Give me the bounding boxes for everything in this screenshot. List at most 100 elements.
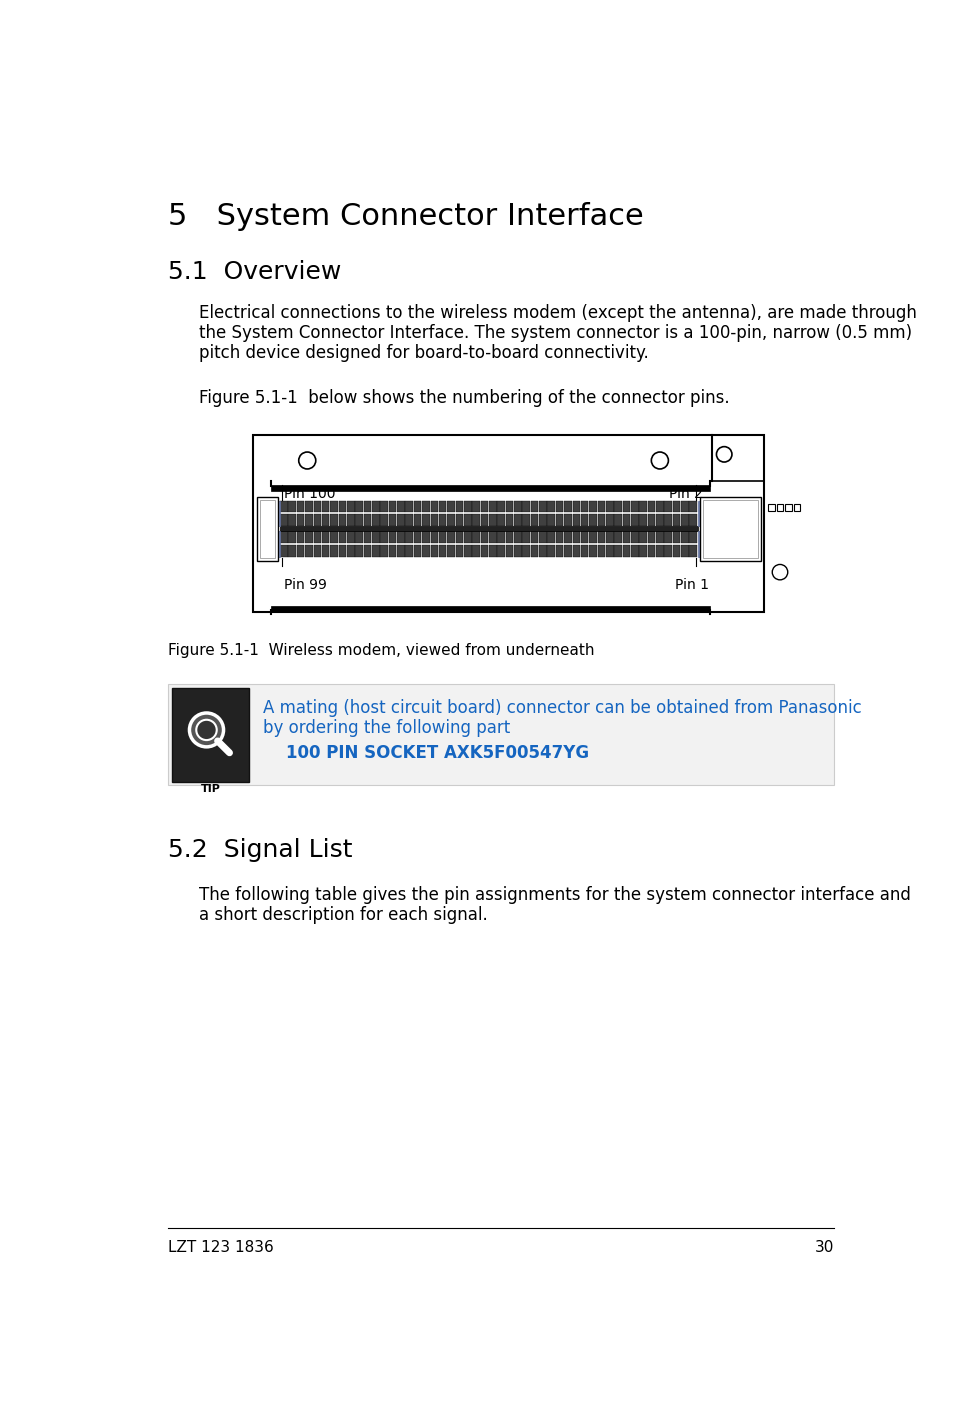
Text: the System Connector Interface. The system connector is a 100-pin, narrow (0.5 m: the System Connector Interface. The syst… [199, 325, 911, 342]
Bar [622, 531, 630, 544]
Bar [380, 500, 388, 513]
Bar [488, 500, 496, 513]
Bar [613, 531, 621, 544]
Bar [597, 500, 605, 513]
Text: LZT 123 1836: LZT 123 1836 [168, 1240, 273, 1255]
Bar [347, 545, 355, 556]
Bar [405, 514, 413, 525]
Bar [655, 531, 663, 544]
Circle shape [189, 713, 223, 747]
Bar [794, 504, 799, 511]
Bar [270, 606, 709, 610]
Bar [564, 545, 571, 556]
Bar [472, 500, 480, 513]
Bar [380, 531, 388, 544]
Bar [297, 531, 304, 544]
Text: Pin 1: Pin 1 [674, 578, 708, 592]
Bar [297, 545, 304, 556]
Bar [480, 545, 487, 556]
Bar [273, 500, 280, 525]
Bar [280, 531, 288, 544]
Bar [372, 514, 379, 525]
Bar [455, 531, 462, 544]
Bar [522, 514, 529, 525]
Bar [680, 514, 688, 525]
Bar [664, 514, 672, 525]
Bar [430, 500, 438, 513]
Text: pitch device designed for board-to-board connectivity.: pitch device designed for board-to-board… [199, 345, 648, 363]
Bar [664, 500, 672, 513]
Text: 100 PIN SOCKET AXK5F00547YG: 100 PIN SOCKET AXK5F00547YG [286, 744, 589, 762]
Bar [172, 688, 249, 782]
Bar [472, 514, 480, 525]
Text: Pin 2: Pin 2 [669, 487, 703, 501]
Text: The following table gives the pin assignments for the system connector interface: The following table gives the pin assign… [199, 885, 910, 904]
Bar [447, 531, 454, 544]
Bar [639, 514, 646, 525]
Bar [463, 545, 471, 556]
Bar [288, 514, 296, 525]
Bar [564, 514, 571, 525]
Bar [253, 435, 764, 613]
Bar [697, 500, 703, 525]
Bar [606, 500, 613, 513]
Bar [776, 504, 782, 511]
Bar [396, 531, 404, 544]
Bar [497, 545, 505, 556]
Bar [355, 545, 362, 556]
Bar [347, 514, 355, 525]
Bar [372, 500, 379, 513]
Bar [280, 545, 288, 556]
Bar [305, 545, 312, 556]
Bar [455, 545, 462, 556]
Bar [389, 545, 396, 556]
Bar [273, 531, 280, 556]
Bar [322, 514, 329, 525]
Bar [338, 500, 346, 513]
Bar [530, 500, 538, 513]
Bar [655, 545, 663, 556]
Bar [438, 531, 446, 544]
Bar [313, 514, 321, 525]
Bar [297, 500, 304, 513]
Bar [689, 514, 697, 525]
Bar [455, 500, 462, 513]
Bar [505, 545, 513, 556]
Bar [655, 514, 663, 525]
Text: a short description for each signal.: a short description for each signal. [199, 905, 487, 923]
Bar [363, 514, 371, 525]
Bar [480, 500, 487, 513]
Bar [785, 504, 791, 511]
Bar [497, 514, 505, 525]
Text: A mating (host circuit board) connector can be obtained from Panasonic: A mating (host circuit board) connector … [263, 699, 860, 717]
Bar [389, 500, 396, 513]
Bar [405, 500, 413, 513]
Circle shape [196, 720, 216, 740]
Bar [613, 514, 621, 525]
Bar [588, 531, 596, 544]
Bar [547, 514, 554, 525]
Bar [606, 514, 613, 525]
Bar [463, 531, 471, 544]
Bar [380, 514, 388, 525]
Bar [488, 514, 496, 525]
Bar [672, 545, 679, 556]
Bar [555, 531, 563, 544]
Bar [414, 531, 421, 544]
Text: Figure 5.1-1  below shows the numbering of the connector pins.: Figure 5.1-1 below shows the numbering o… [199, 388, 729, 407]
Bar [497, 531, 505, 544]
Text: 30: 30 [814, 1240, 833, 1255]
Bar [414, 500, 421, 513]
Bar [355, 500, 362, 513]
Bar [488, 531, 496, 544]
Bar [280, 514, 288, 525]
Text: 5   System Connector Interface: 5 System Connector Interface [168, 202, 642, 230]
Bar [572, 545, 579, 556]
Bar [530, 545, 538, 556]
Bar [631, 500, 638, 513]
Bar [396, 514, 404, 525]
Bar [313, 545, 321, 556]
Bar [572, 514, 579, 525]
Bar [597, 545, 605, 556]
Bar [389, 514, 396, 525]
